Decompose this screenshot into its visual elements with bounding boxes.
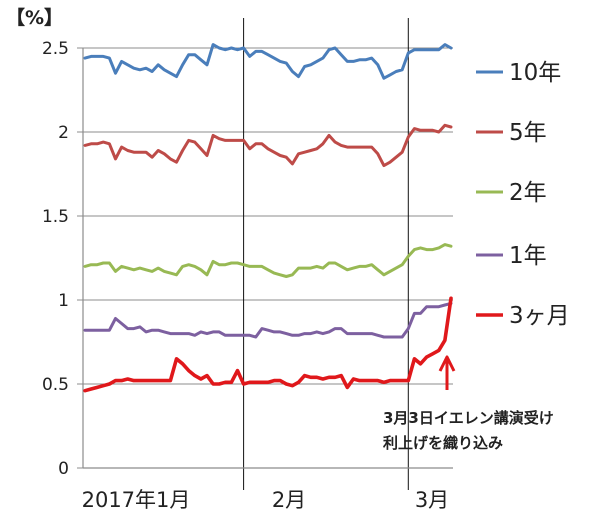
annotation-line-2: 利上げを織り込み	[383, 434, 503, 452]
month-separators	[243, 18, 409, 490]
y-tick-label: 2	[58, 123, 69, 143]
legend-label-1y: 1年	[509, 243, 547, 269]
y-tick-label: 0.5	[42, 375, 69, 395]
legend-label-2y: 2年	[509, 180, 547, 206]
series-line-10y	[83, 43, 453, 80]
series-line-1y	[83, 301, 453, 339]
series-line-3m	[83, 296, 453, 393]
annotation-line-1: 3月3日イエレン講演受け	[383, 409, 554, 427]
series-line-2y	[83, 243, 453, 278]
axes	[82, 48, 453, 469]
gridlines	[77, 47, 453, 469]
annotation: 3月3日イエレン講演受け 利上げを織り込み	[383, 355, 554, 452]
x-tick-label: 2017年1月	[82, 488, 191, 512]
legend-label-10y: 10年	[509, 60, 561, 86]
y-tick-label: 1	[58, 291, 69, 311]
series-line-5y	[83, 123, 453, 168]
unit-label: 【%】	[6, 6, 63, 29]
y-axis-ticks: 0 0.5 1 1.5 2 2.5	[42, 39, 69, 479]
y-tick-label: 2.5	[42, 39, 69, 59]
y-tick-label: 1.5	[42, 207, 69, 227]
y-tick-label: 0	[58, 459, 69, 479]
legend-label-5y: 5年	[509, 120, 547, 146]
x-axis-labels: 2017年1月 2月 3月	[82, 488, 450, 512]
annotation-arrowhead	[438, 355, 456, 372]
series-lines	[83, 43, 453, 393]
x-tick-label: 2月	[272, 488, 306, 512]
legend: 10年 5年 2年 1年 3ヶ月	[476, 60, 570, 329]
legend-label-3m: 3ヶ月	[509, 303, 570, 329]
x-tick-label: 3月	[415, 488, 449, 512]
